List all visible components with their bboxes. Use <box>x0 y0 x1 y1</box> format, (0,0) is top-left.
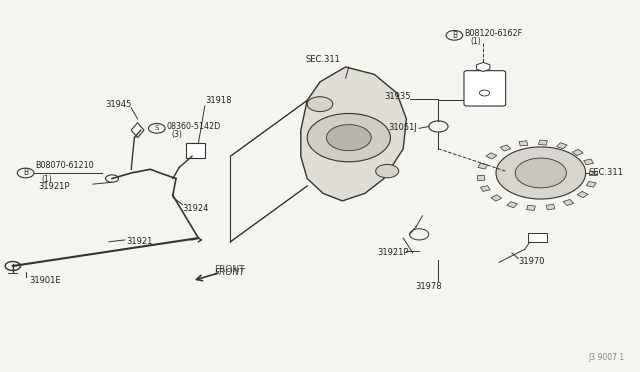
Text: 31051J: 31051J <box>388 123 417 132</box>
FancyBboxPatch shape <box>464 71 506 106</box>
Text: SEC.311: SEC.311 <box>589 169 623 177</box>
Text: SEC.311: SEC.311 <box>306 55 340 64</box>
Text: (1): (1) <box>470 37 481 46</box>
Text: B08120-6162F: B08120-6162F <box>464 29 522 38</box>
Text: B: B <box>452 31 457 40</box>
Bar <box>528 232 547 242</box>
Text: 31918: 31918 <box>205 96 231 105</box>
Bar <box>589 171 597 175</box>
Text: (1): (1) <box>42 175 52 184</box>
Text: 31924: 31924 <box>182 204 209 213</box>
Bar <box>507 202 517 208</box>
Text: 31970: 31970 <box>518 257 545 266</box>
Bar <box>572 149 583 155</box>
Polygon shape <box>477 62 490 71</box>
Text: FRONT: FRONT <box>214 265 245 274</box>
Text: B08070-61210: B08070-61210 <box>35 161 94 170</box>
Bar <box>546 205 555 210</box>
Bar <box>186 143 205 158</box>
Bar <box>584 159 593 165</box>
Text: J3 9007 1: J3 9007 1 <box>589 353 625 362</box>
Text: 31945: 31945 <box>105 100 132 109</box>
Bar <box>538 140 547 145</box>
Text: 31921: 31921 <box>127 237 153 246</box>
Polygon shape <box>301 67 406 201</box>
Circle shape <box>515 158 566 188</box>
Polygon shape <box>131 123 144 138</box>
Text: 31921P: 31921P <box>38 182 70 190</box>
Circle shape <box>376 164 399 178</box>
Bar <box>527 205 536 211</box>
Bar <box>486 153 497 159</box>
Bar <box>478 163 488 169</box>
Text: FRONT: FRONT <box>214 268 245 277</box>
Bar <box>500 145 511 151</box>
Circle shape <box>307 97 333 112</box>
Text: 31901E: 31901E <box>29 276 60 285</box>
Bar <box>519 141 528 146</box>
Text: B: B <box>23 169 28 177</box>
Bar <box>563 199 573 205</box>
Bar <box>577 192 588 198</box>
Bar <box>557 143 567 149</box>
Text: 08360-5142D: 08360-5142D <box>166 122 221 131</box>
Text: 31921P: 31921P <box>378 248 409 257</box>
Text: (3): (3) <box>172 130 182 139</box>
Bar <box>481 186 490 191</box>
Text: S: S <box>155 125 159 131</box>
Text: 31978: 31978 <box>415 282 442 291</box>
Text: 31935: 31935 <box>384 92 410 101</box>
Polygon shape <box>496 147 586 199</box>
Circle shape <box>307 113 390 162</box>
Bar <box>586 182 596 187</box>
Bar <box>491 195 502 201</box>
Bar <box>477 175 484 180</box>
Circle shape <box>326 125 371 151</box>
